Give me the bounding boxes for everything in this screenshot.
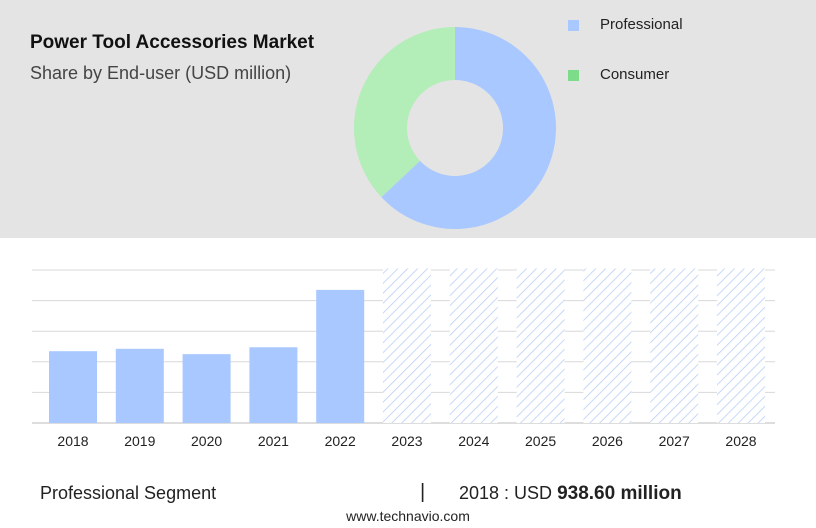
x-tick-label-2021: 2021	[258, 433, 289, 449]
legend-label-consumer: Consumer	[600, 66, 670, 83]
footer-amount: 938.60 million	[557, 483, 682, 504]
bar-chart: 2018 2019 2020 2021 2022 2023 2024 2025 2026 2027…	[32, 268, 775, 449]
legend-swatch-professional	[568, 20, 579, 31]
legend-item-professional: Professional	[568, 16, 728, 36]
forecast-bar-2026	[583, 268, 632, 423]
legend-swatch-consumer	[568, 70, 579, 81]
x-tick-label-2025: 2025	[525, 433, 556, 449]
x-tick-label-2018: 2018	[57, 433, 88, 449]
bar-2021	[249, 347, 298, 423]
donut-chart	[354, 27, 556, 229]
x-tick-label-2023: 2023	[391, 433, 422, 449]
chart-title: Power Tool Accessories Market	[30, 32, 315, 53]
source-link[interactable]: www.technavio.com	[346, 508, 470, 524]
forecast-bar-2023	[383, 268, 431, 423]
legend-item-consumer: Consumer	[568, 66, 728, 86]
x-tick-label-2020: 2020	[191, 433, 222, 449]
footer-divider: |	[420, 481, 426, 503]
chart-subtitle: Share by End-user (USD million)	[30, 63, 292, 83]
bar-2018	[49, 351, 97, 423]
bar-2019	[115, 348, 164, 423]
x-tick-label-2022: 2022	[325, 433, 356, 449]
legend-label-professional: Professional	[600, 16, 683, 33]
x-tick-label-2026: 2026	[592, 433, 623, 449]
footer-value: 2018 : USD 938.60 million	[459, 483, 682, 505]
x-tick-label-2024: 2024	[458, 433, 489, 449]
forecast-bar-2024	[449, 268, 498, 423]
forecast-bar-2028	[717, 268, 765, 423]
donut-slice-consumer	[354, 27, 455, 198]
forecast-bar-2027	[650, 268, 699, 423]
bar-2020	[182, 354, 231, 423]
x-tick-label-2027: 2027	[659, 433, 690, 449]
donut-slice-professional	[381, 27, 556, 229]
x-tick-label-2019: 2019	[124, 433, 155, 449]
forecast-bar-2025	[516, 268, 565, 423]
x-tick-label-2028: 2028	[725, 433, 756, 449]
footer-segment-label: Professional Segment	[40, 483, 217, 503]
bar-2022	[316, 289, 365, 423]
footer-year-label: 2018 : USD	[459, 483, 553, 503]
